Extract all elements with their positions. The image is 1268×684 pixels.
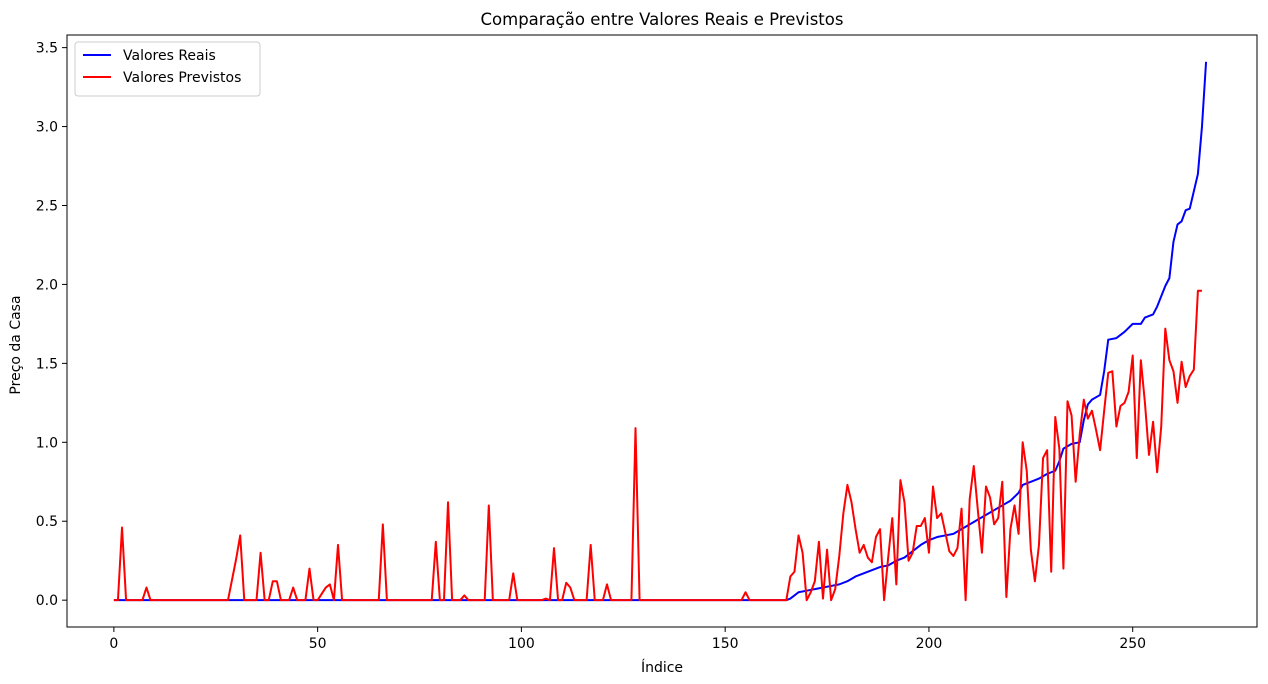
- series-line-1: [113, 61, 1208, 602]
- plot-area: [66, 34, 1258, 628]
- y-tick-label: 0.5: [36, 514, 58, 530]
- y-axis: 0.0 0.5 1.0 1.5 2.0 2.5 3.0 3.5: [36, 41, 67, 609]
- series-layer: [113, 61, 1208, 602]
- y-tick-label: 3.0: [36, 120, 58, 136]
- x-tick-label: 150: [712, 636, 739, 652]
- y-tick-label: 1.0: [36, 435, 58, 451]
- x-tick-label: 50: [309, 636, 327, 652]
- x-tick-label: 100: [508, 636, 535, 652]
- x-tick-label: 200: [916, 636, 943, 652]
- y-axis-title: Preço da Casa: [8, 295, 24, 394]
- legend-box: [74, 41, 261, 97]
- series-line-2: [113, 289, 1202, 602]
- y-tick-label: 2.0: [36, 277, 58, 293]
- y-tick-label: 3.5: [36, 41, 58, 57]
- y-tick-label: 0.0: [36, 593, 58, 609]
- x-axis-title: Índice: [641, 659, 683, 676]
- y-tick-label: 2.5: [36, 198, 58, 214]
- x-tick-label: 250: [1119, 636, 1146, 652]
- legend-label: Valores Reais: [123, 48, 216, 64]
- chart-title: Comparação entre Valores Reais e Previst…: [481, 10, 844, 29]
- plot-frame: [66, 34, 1258, 628]
- x-tick-label: 0: [109, 636, 118, 652]
- x-axis: 0 50 100 150 200 250: [109, 627, 1146, 652]
- legend-label: Valores Previstos: [123, 70, 241, 86]
- legend: Valores Reais Valores Previstos: [74, 41, 261, 97]
- y-tick-label: 1.5: [36, 356, 58, 372]
